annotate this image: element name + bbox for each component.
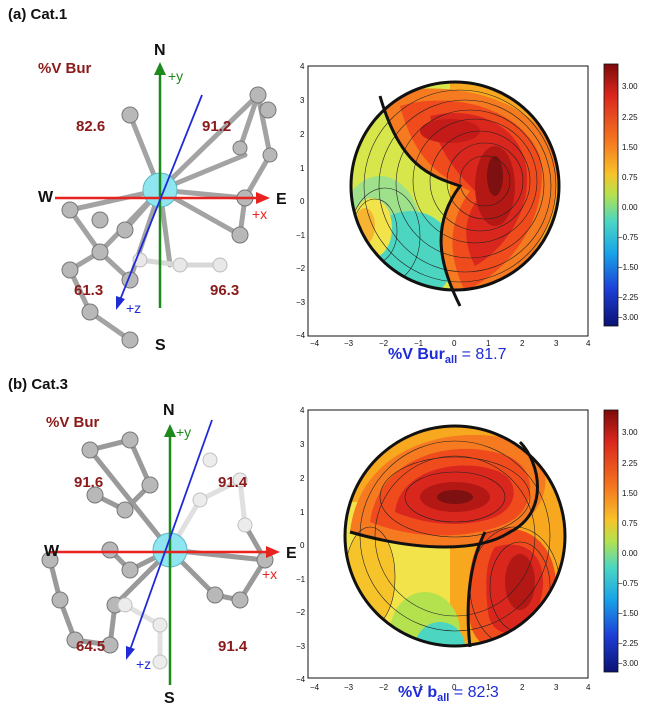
- panel-a-cbar-tick: 0.75: [622, 173, 638, 182]
- panel-a-x-tick: 4: [586, 339, 591, 348]
- panel-b-y-tick: 1: [300, 508, 305, 517]
- panel-a-compass-N: N: [154, 42, 166, 60]
- panel-a-caption: %V Burall = 81.7: [388, 346, 507, 366]
- panel-b-y-tick: 0: [300, 541, 305, 550]
- panel-b-quadrant-bottom-left: 64.5: [76, 638, 105, 655]
- panel-b-y-tick: −2: [296, 608, 306, 617]
- panel-a-y-tick: −4: [296, 331, 306, 340]
- panel-a-cbar-tick: −0.75: [618, 233, 639, 242]
- panel-b-y-tick: −1: [296, 575, 306, 584]
- panel-b-cbar-tick: 3.00: [622, 428, 638, 437]
- panel-b-y-tick: 3: [300, 440, 305, 449]
- panel-a-x-tick: 3: [554, 339, 559, 348]
- panel-a-compass-E: E: [276, 191, 287, 209]
- panel-b-x-tick: 2: [520, 683, 525, 692]
- panel-a-quadrant-top-right: 91.2: [202, 118, 231, 135]
- panel-b-caption-sub: all: [437, 692, 449, 704]
- panel-a-quadrant-top-left: 82.6: [76, 118, 105, 135]
- panel-b-compass-W: W: [44, 543, 59, 561]
- panel-b-cbar-tick: −2.25: [618, 639, 639, 648]
- panel-b-x-tick: 3: [554, 683, 559, 692]
- panel-a-y-tick: −2: [296, 264, 306, 273]
- panel-b-caption-value: = 82.3: [449, 684, 498, 701]
- panel-b-cbar-tick: 2.25: [622, 459, 638, 468]
- panel-a-axis-z-label: +z: [126, 300, 141, 316]
- panel-b-x-tick: −4: [310, 683, 320, 692]
- panel-a-y-tick: 2: [300, 130, 305, 139]
- panel-b-compass-N: N: [163, 402, 175, 420]
- panel-b-molecule: [30, 400, 330, 700]
- panel-a-axis-x-label: +x: [252, 206, 267, 222]
- panel-b-x-tick: −3: [344, 683, 354, 692]
- panel-b-cbar-tick: −1.50: [618, 609, 639, 618]
- panel-b-cbar-tick: 1.50: [622, 489, 638, 498]
- panel-a-caption-sub: all: [445, 354, 457, 366]
- panel-a-y-tick: 1: [300, 164, 305, 173]
- panel-a-y-tick: 3: [300, 96, 305, 105]
- panel-b-caption-prefix: %V b: [398, 684, 437, 701]
- panel-a-y-tick: 0: [300, 197, 305, 206]
- panel-b-label: (b) Cat.3: [8, 376, 68, 393]
- panel-b-cbar-tick: 0.75: [622, 519, 638, 528]
- panel-a-x-tick: 2: [520, 339, 525, 348]
- panel-b-cbar-tick: −0.75: [618, 579, 639, 588]
- panel-b-contour-map: −4 −3 −2 −1 0 1 2 3 4 4 3 2 1 0 −1 −2 −3…: [300, 402, 600, 692]
- panel-a-y-tick: −3: [296, 298, 306, 307]
- panel-a-cbar-tick: −2.25: [618, 293, 639, 302]
- panel-b-axis-y-label: +y: [176, 424, 191, 440]
- panel-a-caption-value: = 81.7: [457, 346, 506, 363]
- panel-a-cbar-tick: 0.00: [622, 203, 638, 212]
- panel-b-axis-x-label: +x: [262, 566, 277, 582]
- panel-b-y-tick: 2: [300, 474, 305, 483]
- panel-b-y-tick: −4: [296, 675, 306, 684]
- panel-b-quadrant-top-left: 91.6: [74, 474, 103, 491]
- panel-a-compass-W: W: [38, 189, 53, 207]
- panel-a-cbar-tick: 1.50: [622, 143, 638, 152]
- panel-a-label: (a) Cat.1: [8, 6, 67, 23]
- panel-a-caption-prefix: %V Bur: [388, 346, 445, 363]
- panel-a-quadrant-bottom-right: 96.3: [210, 282, 239, 299]
- panel-b-quadrant-bottom-right: 91.4: [218, 638, 247, 655]
- panel-a-cbar-tick: 2.25: [622, 113, 638, 122]
- panel-a-quadrant-bottom-left: 61.3: [74, 282, 103, 299]
- panel-a-contour-map: −4 −3 −2 −1 0 1 2 3 4 4 3 2 1 0 −1 −2 −3…: [300, 56, 600, 346]
- panel-b-y-tick: 4: [300, 406, 305, 415]
- panel-b-x-tick: 4: [586, 683, 591, 692]
- panel-b-x-tick: −2: [379, 683, 389, 692]
- panel-a-axis-y-label: +y: [168, 68, 183, 84]
- panel-b-cbar-tick: −3.00: [618, 659, 639, 668]
- panel-a-cbar-tick: −1.50: [618, 263, 639, 272]
- panel-b-quadrant-top-right: 91.4: [218, 474, 247, 491]
- panel-a-compass-S: S: [155, 337, 166, 355]
- panel-a-cbar-tick: −3.00: [618, 313, 639, 322]
- panel-a-cbar-tick: 3.00: [622, 82, 638, 91]
- panel-b-cbar-tick: 0.00: [622, 549, 638, 558]
- panel-b-compass-E: E: [286, 545, 297, 563]
- panel-a-y-tick: 4: [300, 62, 305, 71]
- panel-a-colorbar: 3.00 2.25 1.50 0.75 0.00 −0.75 −1.50 −2.…: [604, 64, 651, 334]
- panel-b-axis-z-label: +z: [136, 656, 151, 672]
- panel-b-caption: %V ball = 82.3: [398, 684, 499, 704]
- panel-a-y-tick: −1: [296, 231, 306, 240]
- panel-b-colorbar: 3.00 2.25 1.50 0.75 0.00 −0.75 −1.50 −2.…: [604, 410, 651, 680]
- panel-a-x-tick: −3: [344, 339, 354, 348]
- panel-b-y-tick: −3: [296, 642, 306, 651]
- panel-a-x-tick: −4: [310, 339, 320, 348]
- panel-b-compass-S: S: [164, 690, 175, 708]
